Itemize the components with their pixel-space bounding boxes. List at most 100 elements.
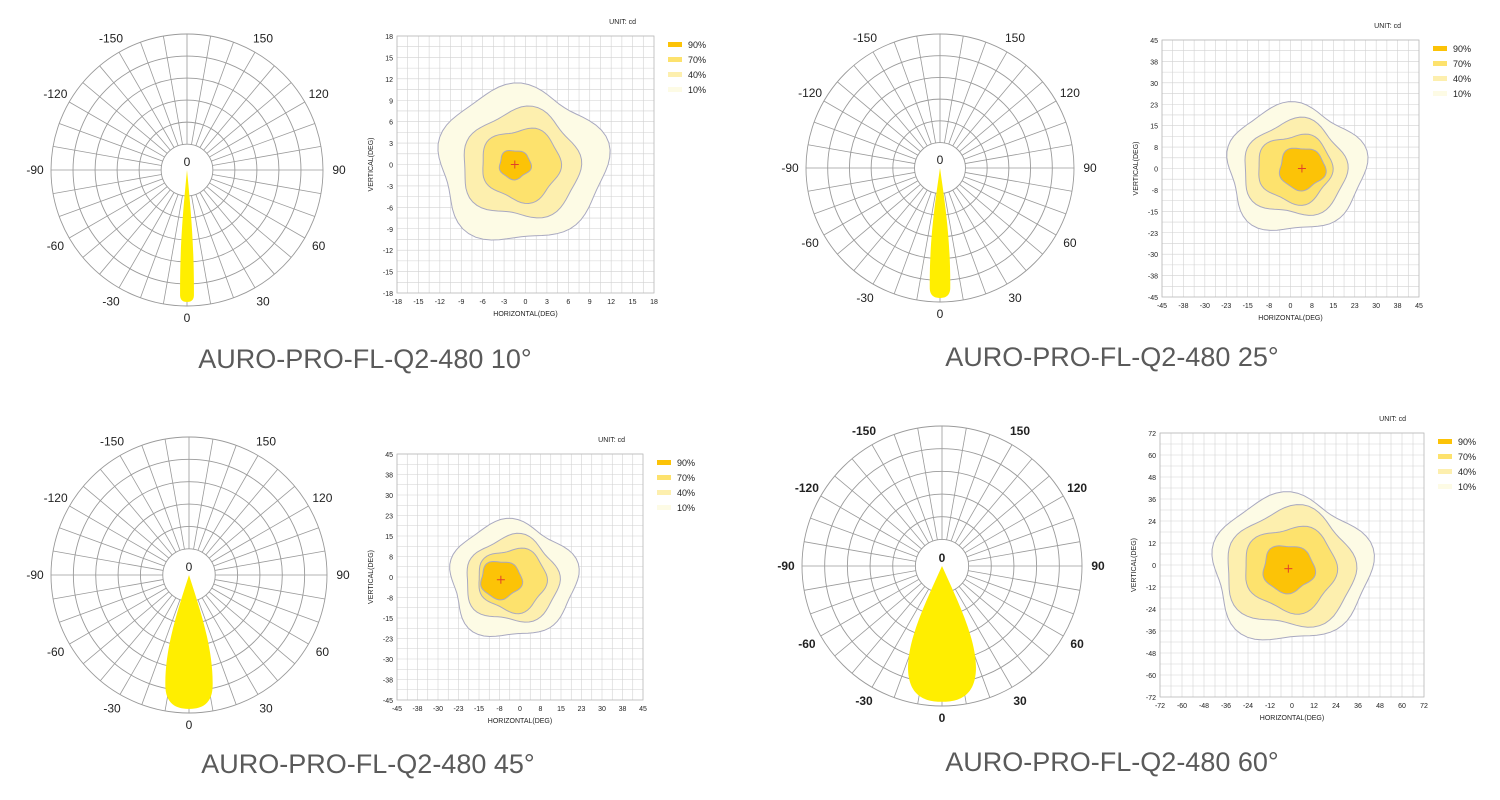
polar-angle-label: -90 [777,559,795,573]
y-tick-label: 30 [1150,81,1158,88]
y-tick-label: -15 [383,270,393,277]
photometric-panel-3: 0-150 150-120 120-90 90-60 60-30 300-45-45-38… [26,435,695,779]
polar-spoke [834,475,922,550]
legend-swatch [1433,76,1447,81]
polar-spoke [944,193,964,301]
contour-90 [480,560,524,601]
polar-angle-label: -150 [852,424,876,438]
photometric-panel-1: 0-150 150-120 120-90 90-60 60-30 300-18-18-15… [26,19,706,374]
polar-spoke [53,579,164,600]
x-tick-label: 0 [518,706,522,713]
polar-spoke [962,475,1050,550]
polar-angle-label: 60 [1070,637,1084,651]
polar-angle-label: 90 [1083,161,1097,175]
polar-spoke [141,599,181,705]
plot-frame [1159,432,1425,698]
y-tick-label: 38 [1150,59,1158,66]
polar-spoke [959,81,1043,152]
polar-angle-label: -150 [100,435,124,449]
product-caption: AURO-PRO-FL-Q2-480 10° [198,344,531,374]
polar-spoke [958,586,1033,674]
y-tick-label: -9 [387,227,393,234]
legend-swatch [1433,46,1447,51]
y-tick-label: -8 [1152,188,1158,195]
y-tick-label: -48 [1146,651,1156,658]
y-tick-label: -45 [1148,295,1158,302]
x-tick-label: -24 [1243,703,1253,710]
y-tick-label: 24 [1148,519,1156,526]
polar-spoke [810,574,918,615]
polar-angle-label: 30 [256,295,270,309]
plot-frame [396,35,655,294]
x-tick-label: 0 [1290,703,1294,710]
polar-spoke [820,578,920,637]
polar-spoke [197,445,237,551]
product-caption: AURO-PRO-FL-Q2-480 60° [945,747,1278,777]
polar-spoke [807,172,915,192]
polar-angle-label: 120 [309,87,329,101]
polar-angle-label: -60 [47,645,65,659]
polar-spoke [946,428,967,540]
polar-angle-label: 0 [186,718,193,732]
y-tick-label: 9 [389,98,393,105]
x-tick-label: -30 [433,706,443,713]
polar-angle-label: 150 [1005,31,1025,45]
polar-spoke [961,100,1057,156]
polar-spoke [191,195,212,305]
legend-swatch [657,460,671,465]
x-tick-label: -38 [412,706,422,713]
legend-label: 40% [688,70,706,80]
contour-legend: 90% 70% 40% 10% [668,40,706,95]
plot-frame [396,453,644,701]
polar-spoke [813,176,917,215]
contour-90 [1262,545,1317,595]
polar-spoke [948,191,987,295]
polar-spoke [208,485,295,559]
polar-spoke [205,469,279,556]
polar-spoke [195,194,234,298]
polar-spoke [959,184,1043,255]
polar-spoke [211,505,309,563]
polar-spoke [83,485,170,559]
x-tick-label: 24 [1332,703,1340,710]
polar-spoke [214,579,325,600]
polar-spoke [59,583,165,623]
y-tick-label: -8 [387,596,393,603]
polar-spoke [952,51,1008,147]
x-tick-label: 12 [1310,703,1318,710]
polar-angle-label: 60 [316,645,330,659]
polar-spoke [213,527,319,567]
x-tick-label: 15 [557,706,565,713]
polar-spoke [99,594,173,681]
polar-spoke [201,597,259,695]
polar-spoke [954,444,1013,544]
y-axis-label: VERTICAL(DEG) [368,550,375,604]
x-tick-label: -45 [392,706,402,713]
polar-angle-label: -30 [855,694,873,708]
legend-swatch [668,87,682,92]
polar-angle-label: 30 [259,701,273,715]
polar-spoke [118,192,175,288]
beam-shape [908,566,976,702]
beam-shape [929,168,951,298]
polar-spoke [810,517,918,558]
x-tick-label: -60 [1177,703,1187,710]
polar-spoke [59,178,163,217]
polar-center-label: 0 [939,551,946,565]
y-tick-label: 8 [1154,145,1158,152]
y-tick-label: 3 [389,141,393,148]
polar-spoke [966,574,1074,615]
polar-spoke [197,599,237,705]
polar-spoke [823,100,919,156]
polar-spoke [211,123,315,162]
polar-spoke [965,144,1073,164]
polar-spoke [191,35,212,145]
contour-legend: 90% 70% 40% 10% [657,458,695,513]
legend-swatch [657,475,671,480]
polar-angle-label: -90 [26,163,44,177]
polar-spoke [956,187,1027,271]
legend-label: 90% [1458,437,1476,447]
polar-spoke [212,174,322,195]
polar-spoke [199,192,256,288]
y-tick-label: 15 [1150,124,1158,131]
